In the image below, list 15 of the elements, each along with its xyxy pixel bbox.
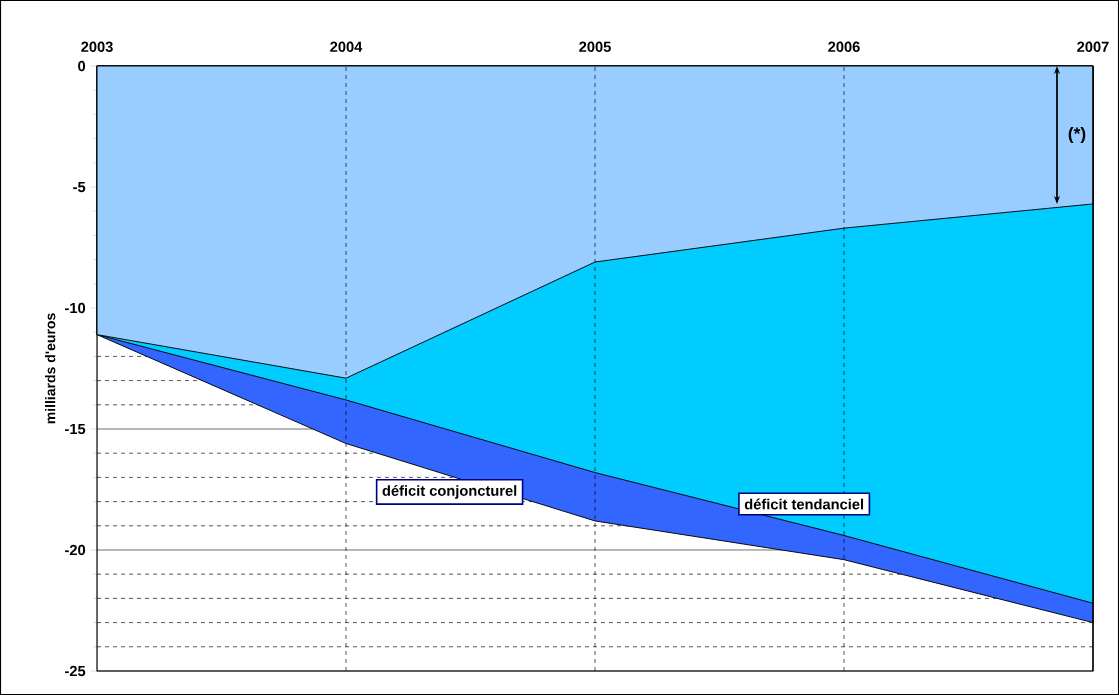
y-tick-label: -15 xyxy=(65,423,86,435)
series-label: déficit tendanciel xyxy=(744,498,864,510)
y-axis-title: milliards d'euros xyxy=(45,313,56,424)
y-tick-label: -10 xyxy=(65,302,86,314)
annotation: (*) xyxy=(1068,126,1086,144)
y-tick-label: -5 xyxy=(73,181,86,193)
x-tick-label: 2003 xyxy=(81,41,113,52)
series-label: déficit conjoncturel xyxy=(382,485,517,499)
x-tick-label: 2005 xyxy=(579,41,611,52)
y-tick-label: -20 xyxy=(65,544,86,556)
y-tick-label: -25 xyxy=(65,665,86,677)
y-tick-label: 0 xyxy=(78,60,86,72)
x-tick-label: 2006 xyxy=(828,41,860,52)
x-tick-label: 2004 xyxy=(330,41,363,52)
x-tick-label: 2007 xyxy=(1077,41,1109,52)
